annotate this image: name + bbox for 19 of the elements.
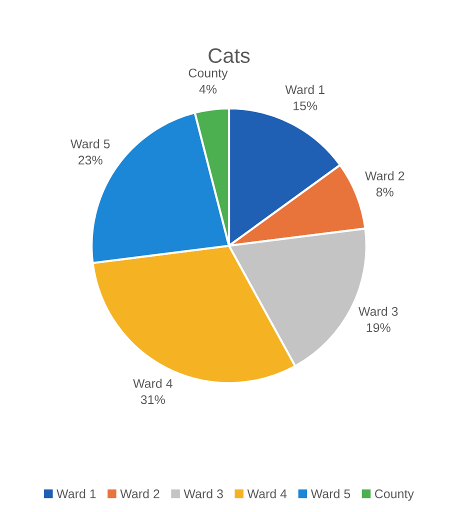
data-label: 19% <box>366 323 390 332</box>
slice-label: County <box>188 68 228 80</box>
slice-label: Ward 3 <box>358 306 398 316</box>
slice-label: Ward 4 <box>133 378 172 388</box>
data-label: 23% <box>78 156 102 165</box>
data-label: 31% <box>140 395 165 404</box>
slice-label: Ward 2 <box>365 171 404 180</box>
data-label: 8% <box>376 188 394 197</box>
legend-label: Ward 2 <box>120 489 160 498</box>
legend-label: County <box>375 489 414 501</box>
legend-label: Ward 1 <box>56 489 96 498</box>
legend-label: Ward 3 <box>184 489 223 498</box>
data-label: 15% <box>294 102 318 110</box>
data-label: 4% <box>199 84 217 94</box>
slice-label: Ward 1 <box>285 84 324 94</box>
legend-label: Ward 4 <box>247 489 287 498</box>
slice-label: Ward 5 <box>70 139 110 148</box>
legend-label: Ward 5 <box>310 489 350 498</box>
chart-title: Cats <box>208 48 250 64</box>
